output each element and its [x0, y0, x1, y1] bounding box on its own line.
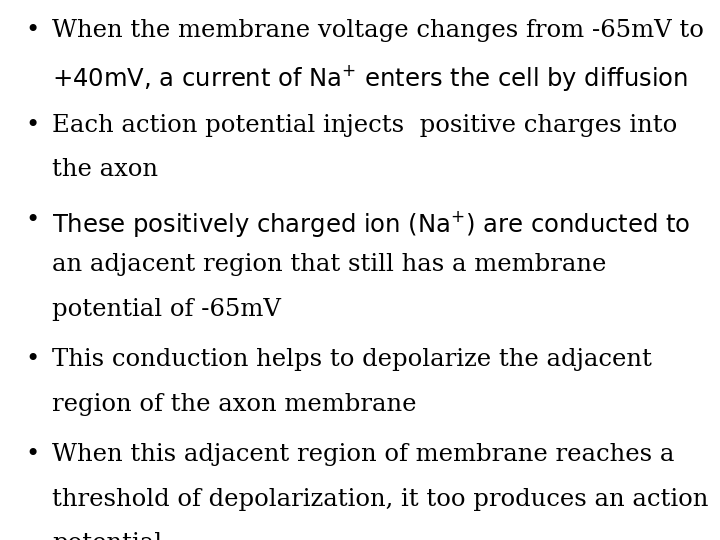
Text: When this adjacent region of membrane reaches a: When this adjacent region of membrane re… — [52, 443, 674, 467]
Text: When the membrane voltage changes from -65mV to: When the membrane voltage changes from -… — [52, 19, 703, 42]
Text: •: • — [25, 348, 40, 372]
Text: •: • — [25, 209, 40, 232]
Text: +40mV, a current of Na$^{+}$ enters the cell by diffusion: +40mV, a current of Na$^{+}$ enters the … — [52, 63, 688, 93]
Text: •: • — [25, 114, 40, 137]
Text: potential: potential — [52, 532, 162, 540]
Text: the axon: the axon — [52, 158, 158, 181]
Text: threshold of depolarization, it too produces an action: threshold of depolarization, it too prod… — [52, 488, 708, 511]
Text: •: • — [25, 19, 40, 42]
Text: This conduction helps to depolarize the adjacent: This conduction helps to depolarize the … — [52, 348, 652, 372]
Text: region of the axon membrane: region of the axon membrane — [52, 393, 416, 416]
Text: an adjacent region that still has a membrane: an adjacent region that still has a memb… — [52, 253, 606, 276]
Text: •: • — [25, 443, 40, 467]
Text: These positively charged ion (Na$^{+}$) are conducted to: These positively charged ion (Na$^{+}$) … — [52, 209, 690, 239]
Text: Each action potential injects  positive charges into: Each action potential injects positive c… — [52, 114, 677, 137]
Text: potential of -65mV: potential of -65mV — [52, 298, 281, 321]
